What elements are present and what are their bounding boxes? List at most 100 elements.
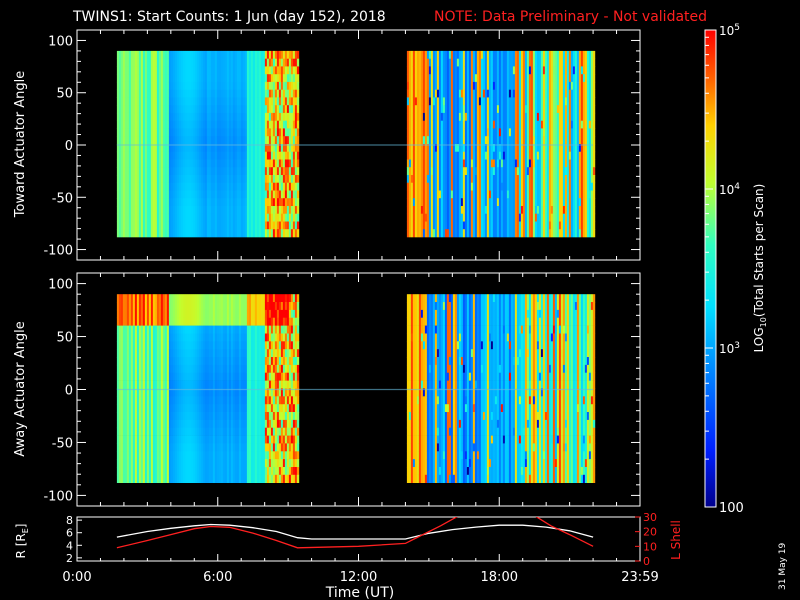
- heatmap-cell: [556, 97, 560, 106]
- heatmap-cell: [566, 206, 570, 215]
- heatmap-cell: [266, 221, 270, 230]
- heatmap-cell: [476, 175, 480, 184]
- heatmap-cell: [234, 190, 238, 199]
- heatmap-cell: [284, 50, 288, 59]
- heatmap-cell: [134, 294, 138, 303]
- heatmap-cell: [546, 97, 550, 106]
- heatmap-cell: [592, 97, 596, 106]
- heatmap-cell: [236, 167, 240, 176]
- heatmap-cell: [226, 105, 230, 114]
- heatmap-cell: [426, 50, 430, 59]
- heatmap-cell: [160, 198, 164, 207]
- heatmap-cell: [468, 144, 472, 153]
- heatmap-cell: [524, 144, 528, 153]
- heatmap-cell: [492, 89, 496, 98]
- heatmap-cell: [460, 167, 464, 176]
- heatmap-cell: [492, 159, 496, 168]
- heatmap-cell: [424, 136, 428, 145]
- heatmap-cell: [166, 151, 170, 160]
- heatmap-cell: [160, 58, 164, 67]
- heatmap-cell: [148, 112, 152, 121]
- heatmap-cell: [116, 81, 120, 90]
- heatmap-cell: [592, 182, 596, 191]
- heatmap-cell: [234, 159, 238, 168]
- heatmap-cell: [546, 120, 550, 129]
- heatmap-cell: [132, 81, 136, 90]
- heatmap-cell: [180, 198, 184, 207]
- heatmap-cell: [132, 159, 136, 168]
- heatmap-cell: [558, 229, 562, 238]
- heatmap-cell: [274, 97, 278, 106]
- heatmap-cell: [116, 159, 120, 168]
- heatmap-cell: [514, 151, 518, 160]
- heatmap-cell: [142, 74, 146, 83]
- heatmap-cell: [260, 182, 264, 191]
- heatmap-cell: [120, 435, 124, 444]
- heatmap-cell: [440, 74, 444, 83]
- heatmap-cell: [226, 175, 230, 184]
- heatmap-cell: [576, 105, 580, 114]
- heatmap-cell: [124, 388, 128, 397]
- heatmap-cell: [512, 81, 516, 90]
- heatmap-cell: [554, 159, 558, 168]
- heatmap-cell: [168, 198, 172, 207]
- heatmap-cell: [286, 112, 290, 121]
- heatmap-cell: [138, 182, 142, 191]
- heatmap-cell: [448, 74, 452, 83]
- heatmap-cell: [266, 112, 270, 121]
- heatmap-cell: [124, 419, 128, 429]
- heatmap-cell: [162, 175, 166, 184]
- heatmap-cell: [146, 89, 150, 98]
- heatmap-cell: [236, 89, 240, 98]
- heatmap-cell: [252, 175, 256, 184]
- heatmap-cell: [126, 81, 130, 90]
- heatmap-cell: [574, 182, 578, 191]
- heatmap-cell: [476, 89, 480, 98]
- heatmap-cell: [428, 151, 432, 160]
- heatmap-cell: [282, 105, 286, 114]
- heatmap-cell: [504, 81, 508, 90]
- heatmap-cell: [120, 175, 124, 184]
- heatmap-cell: [286, 97, 290, 106]
- heatmap-cell: [130, 341, 134, 350]
- heatmap-cell: [528, 198, 532, 207]
- heatmap-cell: [420, 190, 424, 199]
- heatmap-cell: [182, 120, 186, 129]
- heatmap-cell: [176, 198, 180, 207]
- heatmap-cell: [134, 427, 138, 436]
- heatmap-cell: [122, 325, 126, 334]
- heatmap-cell: [178, 58, 182, 67]
- heatmap-cell: [148, 229, 152, 238]
- heatmap-cell: [264, 58, 268, 67]
- heatmap-cell: [406, 198, 410, 207]
- heatmap-cell: [486, 97, 490, 106]
- heatmap-cell: [578, 206, 582, 215]
- heatmap-cell: [222, 229, 226, 238]
- heatmap-cell: [136, 427, 140, 436]
- heatmap-cell: [152, 213, 156, 222]
- heatmap-cell: [118, 144, 122, 153]
- heatmap-cell: [416, 58, 420, 67]
- heatmap-column: [122, 50, 126, 238]
- heatmap-cell: [502, 58, 506, 67]
- heatmap-cell: [120, 341, 124, 350]
- heatmap-cell: [544, 175, 548, 184]
- heatmap-column: [146, 50, 150, 238]
- heatmap-cell: [218, 198, 222, 207]
- heatmap-cell: [130, 213, 134, 222]
- heatmap-column: [164, 50, 168, 238]
- heatmap-cell: [186, 128, 190, 137]
- heatmap-cell: [134, 404, 138, 413]
- heatmap-cell: [222, 159, 226, 168]
- heatmap-cell: [122, 74, 126, 83]
- heatmap-cell: [584, 105, 588, 114]
- heatmap-cell: [232, 198, 236, 207]
- heatmap-cell: [592, 120, 596, 129]
- heatmap-cell: [288, 128, 292, 137]
- heatmap-cell: [184, 206, 188, 215]
- heatmap-cell: [548, 182, 552, 191]
- heatmap-cell: [562, 182, 566, 191]
- heatmap-cell: [462, 167, 466, 176]
- heatmap-cell: [450, 175, 454, 184]
- heatmap-cell: [128, 74, 132, 83]
